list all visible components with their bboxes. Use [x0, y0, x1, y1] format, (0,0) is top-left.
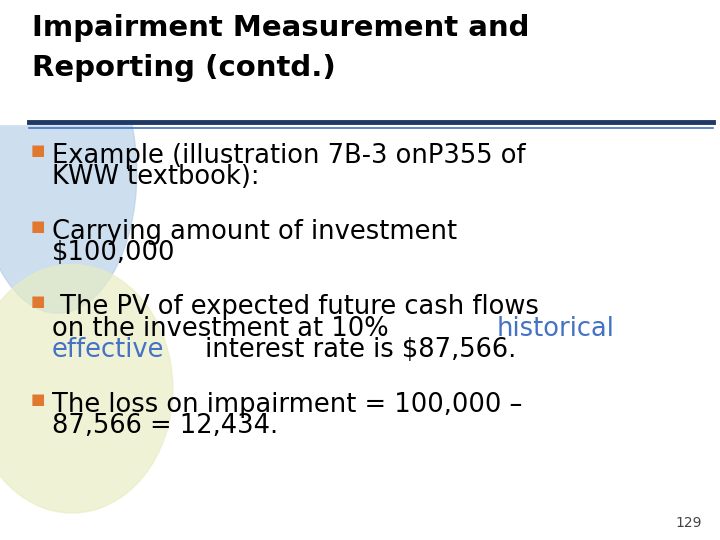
Text: Impairment Measurement and: Impairment Measurement and: [32, 14, 530, 42]
Text: ■: ■: [30, 143, 45, 158]
Text: The PV of expected future cash flows: The PV of expected future cash flows: [52, 294, 539, 320]
Text: KWW textbook):: KWW textbook):: [52, 165, 259, 191]
Text: Example (illustration 7B-3 onP355 of: Example (illustration 7B-3 onP355 of: [52, 143, 526, 169]
Ellipse shape: [0, 32, 137, 313]
Text: on the investment at 10%: on the investment at 10%: [52, 316, 397, 342]
Text: Reporting (contd.): Reporting (contd.): [32, 54, 336, 82]
Text: ■: ■: [30, 294, 45, 309]
Ellipse shape: [0, 265, 173, 513]
Text: ■: ■: [30, 392, 45, 407]
Bar: [0, 0, 720, 124]
Text: effective: effective: [52, 337, 164, 363]
Text: interest rate is $87,566.: interest rate is $87,566.: [197, 337, 516, 363]
Text: 87,566 = 12,434.: 87,566 = 12,434.: [52, 413, 278, 439]
Text: historical: historical: [497, 316, 615, 342]
Text: $100,000: $100,000: [52, 240, 176, 266]
Text: Carrying amount of investment: Carrying amount of investment: [52, 219, 457, 245]
Text: ■: ■: [30, 219, 45, 234]
Text: 129: 129: [675, 516, 702, 530]
Text: The loss on impairment = 100,000 –: The loss on impairment = 100,000 –: [52, 392, 522, 417]
